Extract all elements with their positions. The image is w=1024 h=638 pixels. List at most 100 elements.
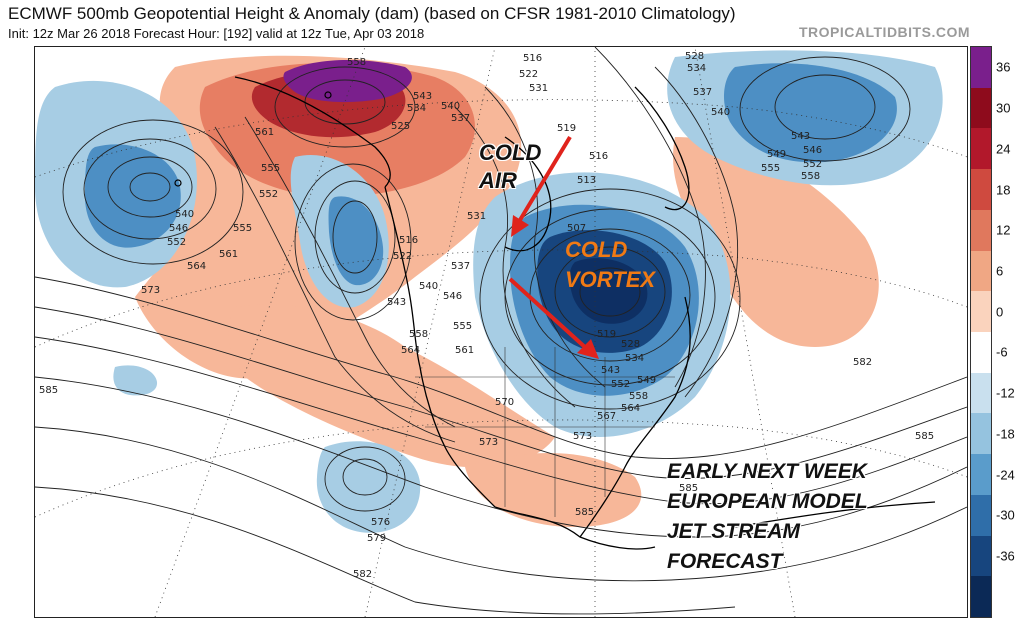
contour-label: 522 <box>519 69 538 80</box>
cold-anomaly-greenland-core <box>723 63 897 163</box>
contour-label: 522 <box>393 251 412 262</box>
caption-line4: FORECAST <box>667 550 783 573</box>
contour-label: 555 <box>453 321 472 332</box>
colorbar-segment <box>971 47 991 89</box>
contour-label: 573 <box>479 437 498 448</box>
contour-label: 579 <box>367 533 386 544</box>
colorbar-segment <box>971 332 991 374</box>
low-center-markers <box>174 91 332 187</box>
contour-label: 534 <box>407 103 426 114</box>
warm-anomaly-west-us <box>228 304 555 468</box>
contour-label: 537 <box>451 261 470 272</box>
greenland-low-contours <box>774 74 876 140</box>
colorbar-tick-label: 6 <box>996 263 1004 279</box>
contour-label: 540 <box>711 107 730 118</box>
cold-anomaly-pacific-small <box>113 365 158 396</box>
caption-line3: JET STREAM <box>667 520 801 543</box>
map-title: ECMWF 500mb Geopotential Height & Anomal… <box>8 4 736 23</box>
colorbar-tick-label: 18 <box>996 182 1011 197</box>
colorbar-tick-label: -18 <box>996 426 1015 442</box>
high-center-dot <box>324 91 332 99</box>
map-canvas: 558 561 543 534 540 537 525 516 522 531 … <box>35 47 967 617</box>
contour-label: 576 <box>371 517 390 528</box>
contour-label: 543 <box>387 297 406 308</box>
cold-anomaly-baja-low <box>316 441 421 533</box>
colorbar-tick-label: -6 <box>996 344 1008 360</box>
low-center-dot <box>174 179 182 187</box>
contour-label: 555 <box>761 163 780 174</box>
colorbar-tick-label: 12 <box>996 222 1011 238</box>
alaska-outline <box>234 76 391 188</box>
colorbar-segment <box>971 454 991 496</box>
contour-label: 531 <box>467 211 486 222</box>
anomaly-colorbar <box>970 46 992 618</box>
colorbar-tick-label: 36 <box>996 59 1011 75</box>
colorbar-tick-label: 30 <box>996 100 1011 116</box>
contour-label: 528 <box>685 51 704 62</box>
warm-anomaly-atlantic <box>673 137 879 347</box>
cold-anomaly-aleutian-core <box>85 144 181 248</box>
bc-low-contours <box>332 200 378 274</box>
cold-vortex-label-line1: COLD <box>565 237 628 262</box>
greenland-outline <box>634 86 690 211</box>
colorbar-segment <box>971 535 991 577</box>
contour-label: 537 <box>693 87 712 98</box>
contour-label: 519 <box>557 123 576 134</box>
contour-label: 561 <box>255 127 274 138</box>
aleutian-low-contours <box>129 172 171 202</box>
colorbar-segment <box>971 413 991 455</box>
colorbar-tick-label: 24 <box>996 141 1011 157</box>
contour-label: 585 <box>39 385 58 396</box>
contour-label: 564 <box>401 345 420 356</box>
contour-label: 555 <box>233 223 252 234</box>
contour-label: 543 <box>791 131 810 142</box>
state-borders <box>415 347 675 517</box>
colorbar-segment <box>971 494 991 537</box>
contour-label: 540 <box>419 281 438 292</box>
contour-label: 543 <box>601 365 620 376</box>
cold-anomaly-shading <box>35 50 943 533</box>
cold-air-arrow <box>515 135 572 227</box>
cold-vortex-label: COLD VORTEX <box>565 235 655 295</box>
forecast-map: 558 561 543 534 540 537 525 516 522 531 … <box>34 46 968 618</box>
colorbar-segment <box>971 372 991 414</box>
contour-label: 573 <box>141 285 160 296</box>
cold-air-label-line2: AIR <box>479 168 517 193</box>
contour-label: 525 <box>391 121 410 132</box>
colorbar-tick-label: -24 <box>996 467 1015 482</box>
contour-label: 546 <box>803 145 822 156</box>
gulf-coast-outline <box>494 506 656 550</box>
warm-anomaly-gulf <box>465 453 642 527</box>
caption-line1: EARLY NEXT WEEK <box>667 460 867 483</box>
caribbean-outline <box>734 501 936 528</box>
contour-label: 540 <box>441 101 460 112</box>
contour-label: 546 <box>443 291 462 302</box>
colorbar-segment <box>971 576 991 618</box>
contour-label: 531 <box>529 83 548 94</box>
contour-label: 519 <box>597 329 616 340</box>
contour-label: 558 <box>629 391 648 402</box>
colorbar-tick-label: 0 <box>996 304 1004 320</box>
map-subtitle: Init: 12z Mar 26 2018 Forecast Hour: [19… <box>8 26 425 41</box>
cold-air-label-line1: COLD <box>479 140 542 165</box>
contour-label: 585 <box>575 507 594 518</box>
contour-label: 558 <box>409 329 428 340</box>
colorbar-segment <box>971 209 991 252</box>
contour-label: 573 <box>573 431 592 442</box>
contour-label: 546 <box>169 223 188 234</box>
colorbar-tick-label: -30 <box>996 507 1015 523</box>
contour-label: 549 <box>637 375 656 386</box>
colorbar-segment <box>971 87 991 129</box>
caption-line2: EUROPEAN MODEL <box>667 490 868 513</box>
contour-labels: 558 561 543 534 540 537 525 516 522 531 … <box>39 51 934 580</box>
contour-label: 552 <box>259 189 278 200</box>
contour-label: 570 <box>495 397 514 408</box>
colorbar-segment <box>971 250 991 292</box>
colorbar-segment <box>971 291 991 333</box>
vortex-arrow <box>508 277 589 351</box>
contour-label: 540 <box>175 209 194 220</box>
cold-air-label: COLD AIR <box>479 139 541 195</box>
contour-label: 528 <box>621 339 640 350</box>
colorbar-segment <box>971 169 991 211</box>
colorbar-segment <box>971 128 991 170</box>
